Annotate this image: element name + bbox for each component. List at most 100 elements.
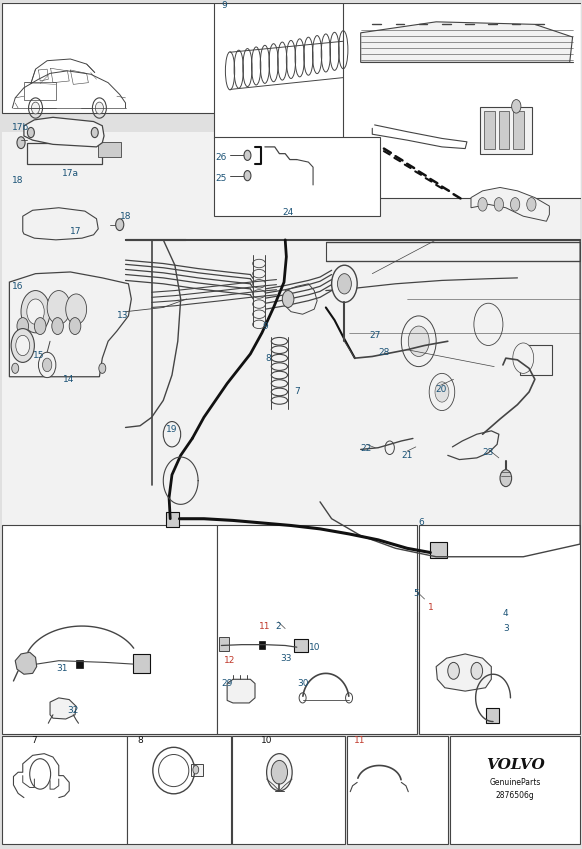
- Text: 23: 23: [482, 448, 494, 458]
- Text: 27: 27: [370, 331, 381, 340]
- Bar: [42, 280, 51, 290]
- Text: 7: 7: [294, 387, 300, 396]
- Text: 14: 14: [63, 374, 74, 384]
- Circle shape: [267, 754, 292, 790]
- Text: 10: 10: [308, 643, 320, 652]
- Text: GenuineParts: GenuineParts: [489, 778, 541, 787]
- Text: 11: 11: [259, 621, 271, 631]
- Circle shape: [282, 290, 294, 307]
- Circle shape: [66, 294, 87, 324]
- Bar: [343, 3, 581, 198]
- Bar: [2, 736, 127, 844]
- Text: 31: 31: [56, 664, 68, 672]
- Circle shape: [42, 358, 52, 372]
- Bar: [347, 736, 448, 844]
- Bar: [133, 654, 151, 672]
- Bar: [214, 3, 581, 138]
- Polygon shape: [24, 117, 104, 147]
- Circle shape: [244, 171, 251, 181]
- Circle shape: [494, 198, 503, 211]
- Circle shape: [513, 343, 534, 374]
- Text: 9: 9: [221, 1, 227, 10]
- Circle shape: [91, 127, 98, 138]
- Text: 4: 4: [503, 609, 509, 618]
- Circle shape: [193, 766, 198, 774]
- Circle shape: [16, 284, 20, 289]
- Circle shape: [510, 198, 520, 211]
- Circle shape: [27, 299, 44, 324]
- Text: 25: 25: [216, 174, 227, 183]
- Text: 33: 33: [281, 654, 292, 663]
- Circle shape: [474, 303, 503, 346]
- Bar: [326, 242, 580, 261]
- Circle shape: [17, 137, 25, 149]
- Circle shape: [52, 318, 63, 335]
- Bar: [513, 110, 524, 149]
- Text: 17a: 17a: [62, 170, 79, 178]
- Bar: [450, 736, 580, 844]
- Text: 26: 26: [216, 153, 227, 161]
- Circle shape: [527, 198, 536, 211]
- Text: 19: 19: [166, 425, 178, 435]
- Bar: [520, 346, 552, 375]
- Bar: [24, 82, 56, 100]
- Circle shape: [164, 422, 180, 447]
- Circle shape: [512, 99, 521, 113]
- Bar: [89, 280, 97, 290]
- Text: 20: 20: [435, 385, 446, 394]
- Circle shape: [21, 290, 50, 333]
- Circle shape: [402, 316, 436, 367]
- Bar: [214, 137, 380, 216]
- Text: 24: 24: [282, 208, 294, 217]
- Circle shape: [429, 374, 455, 411]
- Text: 2: 2: [275, 621, 281, 631]
- Bar: [66, 280, 74, 290]
- Circle shape: [11, 329, 34, 363]
- Text: 21: 21: [402, 451, 413, 460]
- Text: 30: 30: [297, 679, 308, 688]
- Circle shape: [27, 127, 34, 138]
- Bar: [484, 110, 495, 149]
- Bar: [166, 512, 179, 527]
- Bar: [259, 641, 265, 649]
- Text: 16: 16: [12, 282, 24, 291]
- Text: 29: 29: [221, 679, 233, 688]
- Circle shape: [271, 761, 288, 784]
- Circle shape: [47, 290, 70, 324]
- Bar: [27, 143, 102, 164]
- Bar: [418, 525, 580, 734]
- Text: 17b: 17b: [12, 123, 30, 132]
- Circle shape: [95, 102, 104, 114]
- Text: 18: 18: [120, 211, 132, 221]
- Text: 13: 13: [117, 312, 129, 320]
- Bar: [232, 736, 345, 844]
- Text: 18: 18: [12, 177, 24, 185]
- Polygon shape: [15, 652, 37, 674]
- Circle shape: [116, 219, 124, 231]
- Bar: [219, 637, 229, 650]
- Circle shape: [435, 382, 449, 402]
- Bar: [294, 638, 308, 652]
- Text: 32: 32: [68, 706, 79, 715]
- Text: 7: 7: [31, 736, 37, 745]
- Text: 2876506g: 2876506g: [496, 791, 534, 801]
- Polygon shape: [436, 654, 491, 691]
- Polygon shape: [50, 698, 76, 719]
- Polygon shape: [9, 272, 132, 377]
- Circle shape: [338, 273, 352, 294]
- Bar: [127, 736, 230, 844]
- Text: 9: 9: [262, 322, 268, 330]
- Polygon shape: [23, 208, 98, 240]
- Polygon shape: [361, 22, 573, 62]
- Text: 3: 3: [503, 624, 509, 633]
- Bar: [430, 543, 446, 558]
- Bar: [486, 708, 499, 723]
- Text: 11: 11: [354, 736, 365, 745]
- Polygon shape: [227, 679, 255, 703]
- Text: 17: 17: [70, 227, 82, 236]
- Text: 8: 8: [265, 354, 271, 363]
- Text: 5: 5: [413, 588, 418, 598]
- Text: 15: 15: [33, 351, 44, 360]
- Circle shape: [38, 352, 56, 378]
- Circle shape: [16, 335, 30, 356]
